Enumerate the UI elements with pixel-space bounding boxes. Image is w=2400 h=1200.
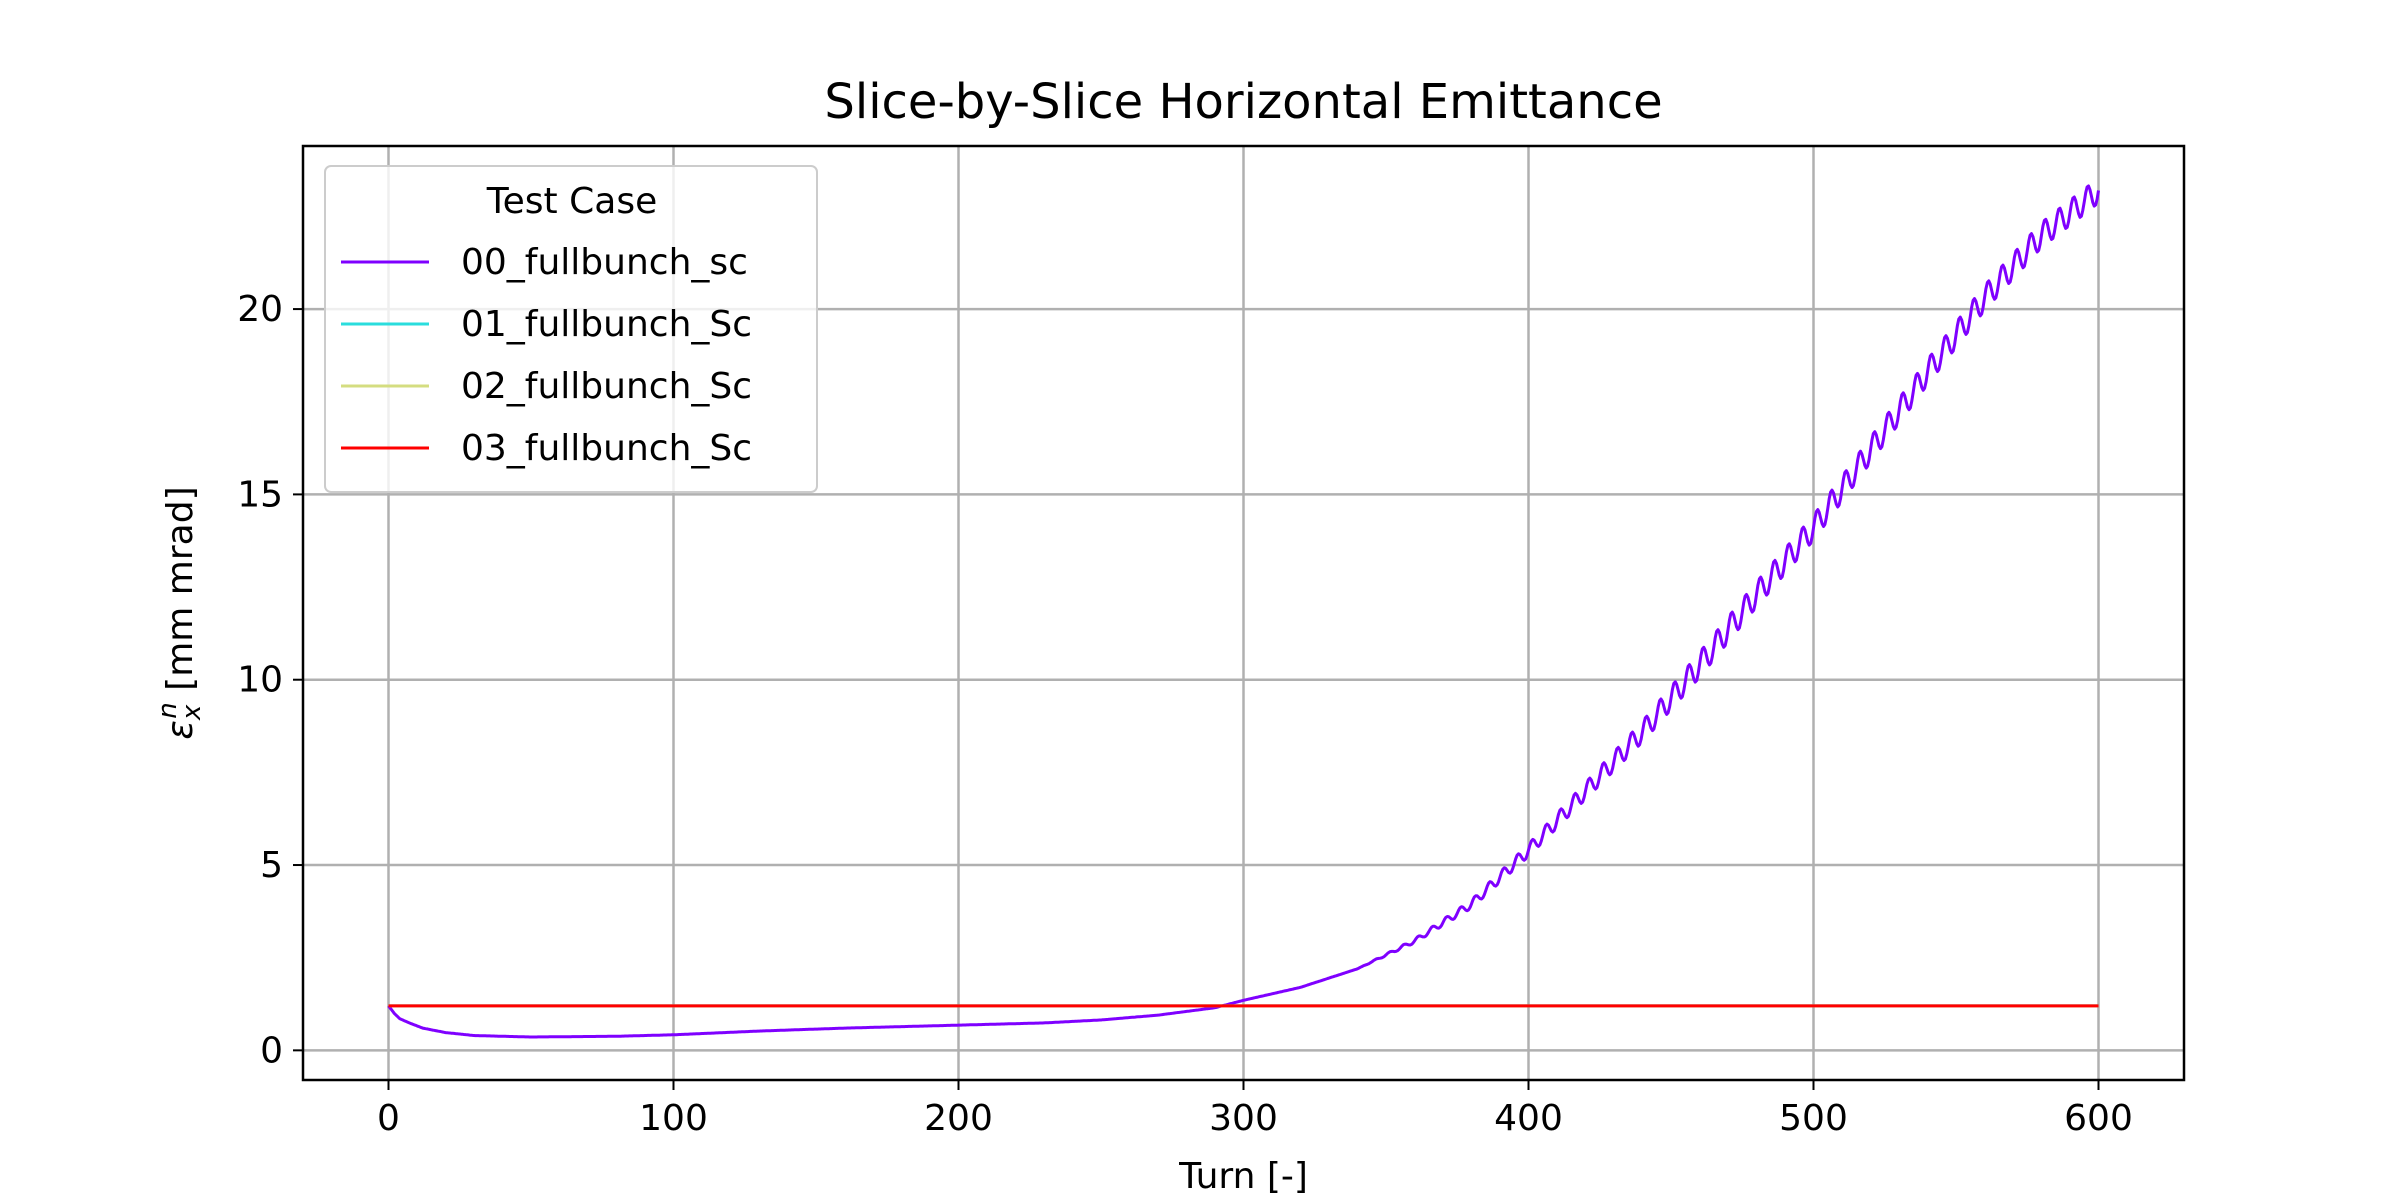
y-axis-label-superscript: n: [153, 702, 183, 718]
series-line-0: [387, 184, 2100, 1039]
y-tick-label: 10: [237, 660, 283, 701]
y-tick-label: 5: [260, 845, 283, 886]
legend-label-1: 01_fullbunch_Sc: [461, 304, 752, 345]
y-axis-label-symbol: ε: [160, 720, 201, 739]
x-tick-label: 0: [377, 1098, 400, 1139]
y-tick-label: 20: [237, 289, 283, 330]
legend-box: [324, 165, 818, 493]
legend: Test Case 00_fullbunch_sc 01_fullbunch_Sc…: [324, 165, 818, 493]
x-axis-label: Turn [-]: [1178, 1156, 1308, 1197]
x-tick-label: 100: [639, 1098, 708, 1139]
x-tick-label: 400: [1494, 1098, 1563, 1139]
x-tick-label: 600: [2064, 1098, 2133, 1139]
y-axis-label-unit: [mm mrad]: [160, 486, 201, 702]
y-axis-label: εxn [mm mrad]: [153, 486, 207, 739]
legend-label-2: 02_fullbunch_Sc: [461, 366, 752, 407]
legend-label-3: 03_fullbunch_Sc: [461, 428, 752, 469]
x-tick-label: 200: [924, 1098, 993, 1139]
legend-entries: 00_fullbunch_sc 01_fullbunch_Sc 02_fullbun…: [341, 242, 752, 469]
x-tick-label: 500: [1779, 1098, 1848, 1139]
legend-title: Test Case: [486, 181, 657, 222]
legend-label-0: 00_fullbunch_sc: [461, 242, 748, 283]
y-tick-label: 15: [237, 474, 283, 515]
y-axis-label-subscript: x: [177, 704, 207, 721]
x-tick-label: 300: [1209, 1098, 1278, 1139]
series-layer: [387, 184, 2100, 1039]
grid-layer: [303, 146, 2184, 1080]
y-tick-label: 0: [260, 1030, 283, 1071]
tick-layer: 0 100 200 300 400 500 600 0 5 10 15 20: [237, 289, 2133, 1139]
chart-title: Slice-by-Slice Horizontal Emittance: [824, 74, 1662, 130]
